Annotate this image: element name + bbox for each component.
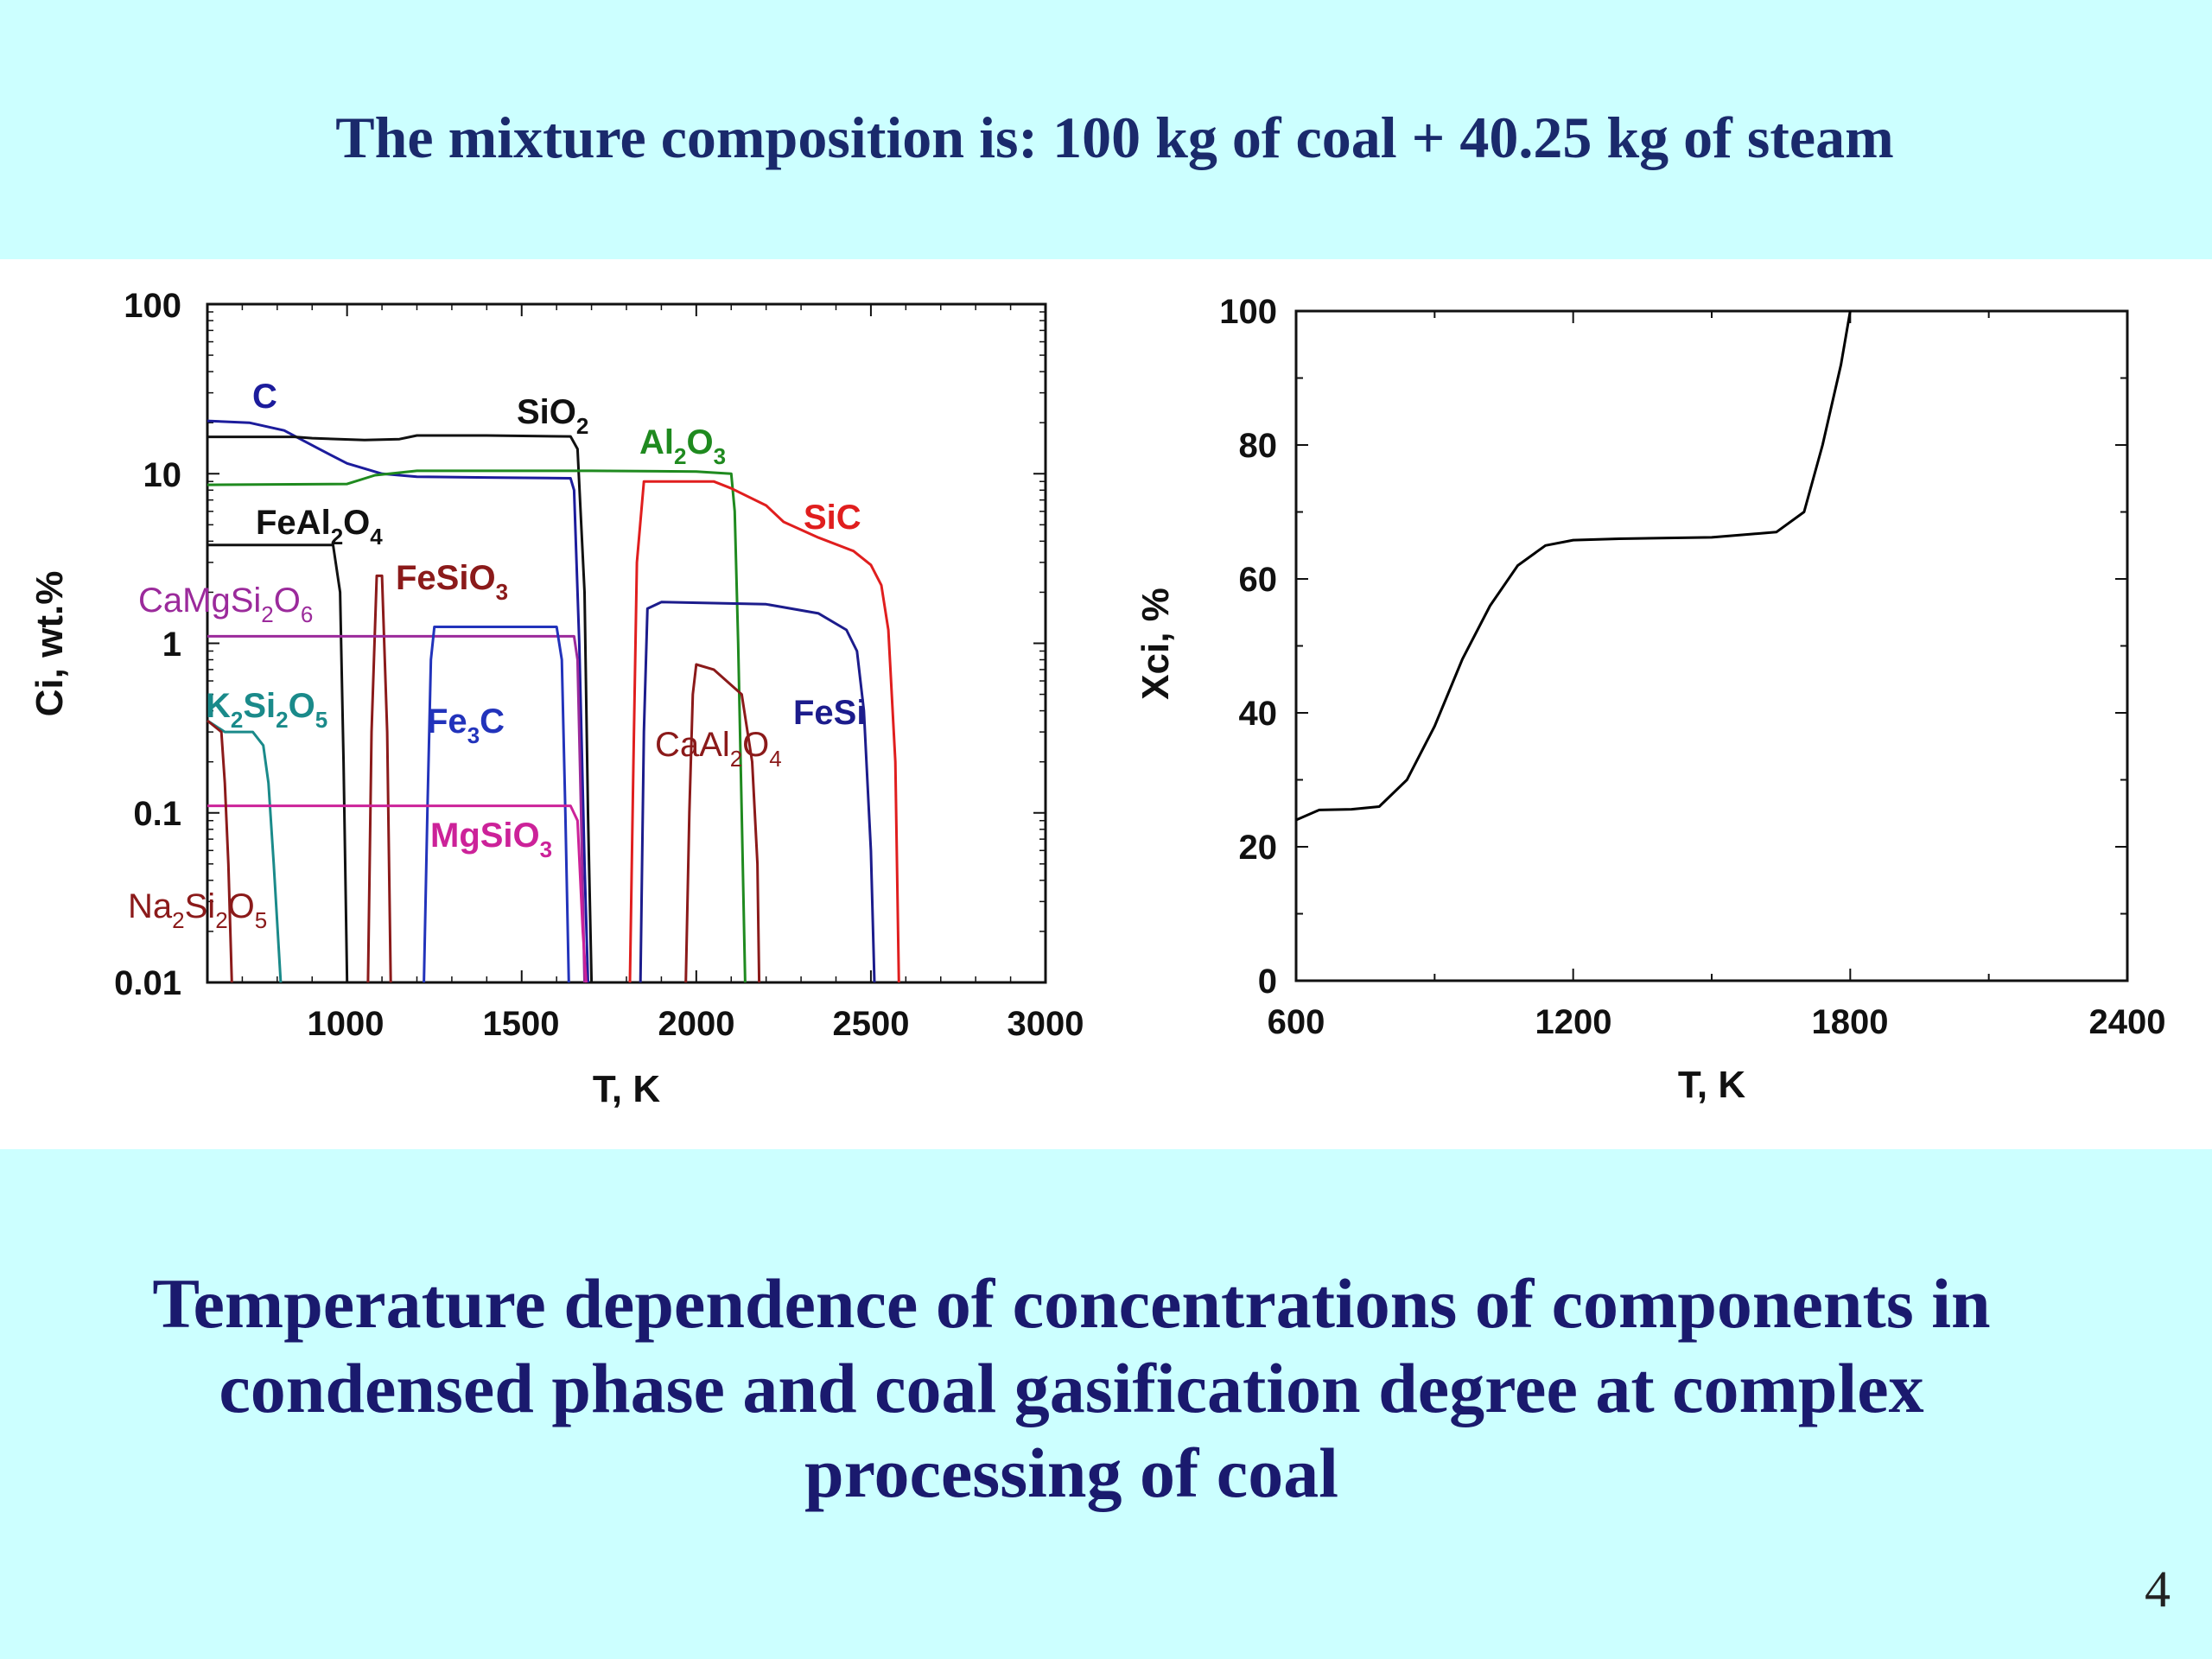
right-x-tick-label: 600 (1268, 1003, 1325, 1041)
right-plot-frame (1294, 309, 2129, 982)
right-series-group (1295, 310, 1852, 822)
left-y-tick-label: 10 (143, 456, 182, 494)
series-line-fesi (639, 601, 876, 983)
right-x-axis-label: T, K (1678, 1064, 1745, 1106)
left-series-group (207, 419, 900, 983)
left-y-tick-label: 0.1 (133, 795, 181, 833)
caption-line: condensed phase and coal gasification de… (219, 1349, 1924, 1427)
series-line-fe3c (423, 626, 570, 983)
series-label-sio2: SiO2 (517, 393, 588, 439)
left-x-tick-label: 2000 (658, 1005, 735, 1043)
left-x-tick-label: 1500 (483, 1005, 560, 1043)
series-line-na2si2o5 (207, 719, 233, 983)
left-x-tick-label: 3000 (1007, 1005, 1084, 1043)
series-label-camgsi2o6: CaMgSi2O6 (138, 582, 313, 627)
series-label-k2si2o5: K2Si2O5 (206, 687, 327, 733)
left-ticks (207, 303, 1046, 983)
right-y-tick-label: 20 (1239, 829, 1278, 867)
series-label-caal2o4: CaAl2O4 (655, 726, 782, 772)
caption-line: processing of coal (804, 1433, 1338, 1512)
series-label-al2o3: Al2O3 (639, 423, 726, 469)
series-label-feal2o4: FeAl2O4 (256, 504, 383, 550)
left-plot-frame (206, 302, 1047, 984)
right-y-tick-label: 60 (1239, 561, 1278, 599)
slide-number: 4 (2145, 1560, 2171, 1618)
right-x-tick-label: 2400 (2089, 1003, 2166, 1041)
series-label-sic: SiC (804, 499, 861, 537)
series-line-camgsi2o6 (207, 634, 586, 983)
right-y-tick-label: 40 (1239, 695, 1278, 733)
left-x-axis-label: T, K (593, 1068, 660, 1110)
slide-heading: The mixture composition is: 100 kg of co… (335, 105, 1894, 170)
left-x-tick-label: 1000 (308, 1005, 385, 1043)
slide-caption: Temperature dependence of concentrations… (0, 1262, 2143, 1516)
right-y-tick-label: 80 (1239, 427, 1278, 465)
series-line-caal2o4 (684, 663, 761, 983)
series-line-sic (628, 480, 900, 983)
series-label-mgsio3: MgSiO3 (430, 817, 552, 862)
series-label-fesi: FeSi (793, 694, 866, 732)
left-y-tick-label: 0.01 (114, 964, 181, 1002)
right-x-tick-label: 1800 (1812, 1003, 1889, 1041)
chart-canvas: 1000 1500 2000 2500 3000 0.01 0.1 1 10 1… (29, 287, 2166, 1110)
caption-line: Temperature dependence of concentrations… (152, 1264, 1991, 1343)
left-y-axis-label: Ci, wt.% (29, 571, 71, 717)
left-y-tick-label: 1 (162, 626, 181, 664)
series-line-c (207, 419, 589, 983)
series-line-mgsio3 (207, 804, 588, 983)
series-label-fesio3: FeSiO3 (396, 559, 508, 605)
series-line-feal2o4 (207, 543, 349, 983)
series-label-c: C (252, 378, 277, 416)
series-line-k2si2o5 (207, 719, 283, 983)
left-x-tick-label: 2500 (833, 1005, 910, 1043)
left-y-tick-label: 100 (124, 287, 181, 325)
series-line-fesio3 (366, 574, 392, 983)
chart-panel: 1000 1500 2000 2500 3000 0.01 0.1 1 10 1… (0, 259, 2212, 1149)
right-ticks (1295, 310, 2128, 982)
series-label-fe3c: Fe3C (427, 702, 505, 748)
series-line-xc (1295, 310, 1852, 822)
series-label-na2si2o5: Na2Si2O5 (128, 887, 267, 933)
right-x-tick-label: 1200 (1535, 1003, 1612, 1041)
right-y-tick-label: 0 (1258, 963, 1277, 1001)
series-line-sio2 (207, 434, 594, 983)
right-y-axis-label: Xci, % (1135, 588, 1177, 700)
series-line-al2o3 (207, 469, 747, 983)
left-series-labels: C SiO2 Al2O3 SiC FeAl2O4 FeSiO3 CaMgSi2O… (128, 378, 866, 933)
right-y-tick-label: 100 (1219, 293, 1277, 331)
